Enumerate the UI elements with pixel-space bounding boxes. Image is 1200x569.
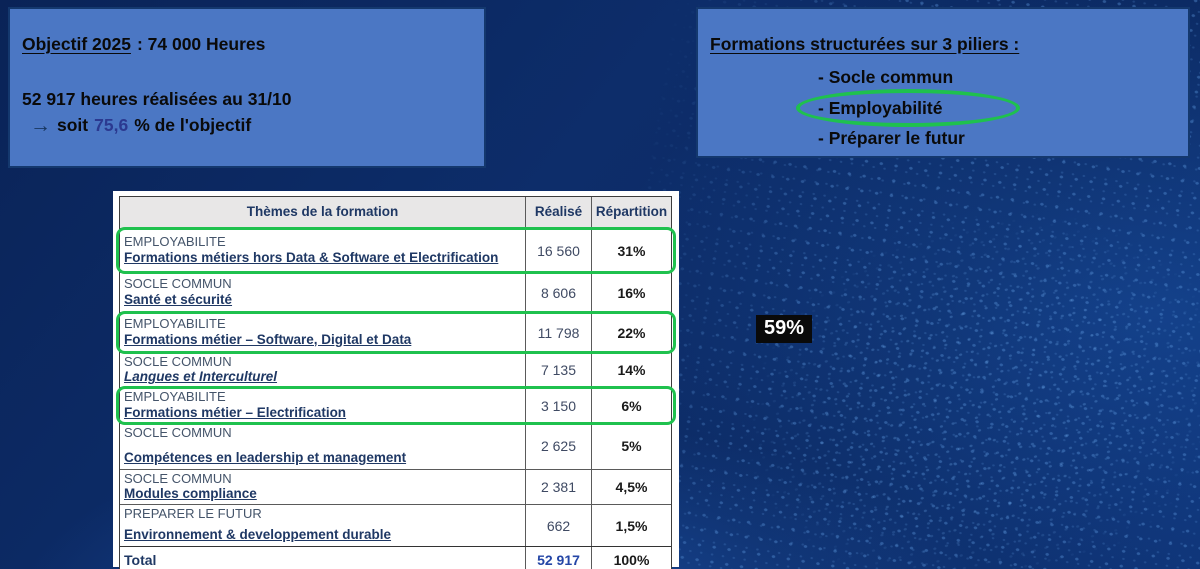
- row-label: Compétences en leadership et management: [124, 449, 407, 465]
- row-label: Formations métier – Electrification: [124, 404, 347, 420]
- percentage-badge: 59%: [756, 315, 813, 343]
- realise-cell: 7 135: [525, 353, 591, 388]
- row-category: SOCLE COMMUN: [124, 424, 232, 440]
- row-category: SOCLE COMMUN: [124, 354, 232, 369]
- header-realise: Réalisé: [525, 197, 591, 228]
- repartition-cell: 22%: [591, 313, 671, 352]
- header-themes: Thèmes de la formation: [246, 204, 399, 220]
- training-table-panel: Thèmes de la formation Réalisé Répartiti…: [113, 191, 679, 569]
- table-header-row: Thèmes de la formation Réalisé Répartiti…: [120, 197, 671, 228]
- pillar-item-employabilite: - Employabilité: [796, 88, 1174, 127]
- row-label: Formations métier – Software, Digital et…: [124, 331, 412, 347]
- arrow-right-icon: →: [30, 114, 51, 137]
- row-category: PREPARER LE FUTUR: [124, 506, 262, 522]
- realise-cell: 2 625: [525, 423, 591, 469]
- training-table: Thèmes de la formation Réalisé Répartiti…: [116, 196, 676, 569]
- row-label: Formations métiers hors Data & Software …: [124, 249, 499, 265]
- table-row: SOCLE COMMUN Compétences en leadership e…: [120, 422, 671, 469]
- realise-cell: 11 798: [525, 313, 591, 352]
- table-total-row: Total 52 917 100%: [120, 546, 671, 569]
- header-repartition: Répartition: [591, 197, 671, 228]
- row-label: Environnement & developpement durable: [124, 527, 392, 543]
- pillar-item-socle-commun: - Socle commun: [818, 67, 954, 87]
- table-row: PREPARER LE FUTUR Environnement & develo…: [120, 504, 671, 547]
- theme-cell: EMPLOYABILITE Formations métier – Electr…: [120, 388, 525, 422]
- realise-cell: 662: [525, 505, 591, 547]
- realise-cell: 16 560: [525, 229, 591, 272]
- realized-hours-line: 52 917 heures réalisées au 31/10: [22, 89, 292, 109]
- pillar-item-employabilite-label: - Employabilité: [818, 97, 943, 118]
- row-category: EMPLOYABILITE: [124, 389, 226, 405]
- theme-cell: SOCLE COMMUN Modules compliance: [120, 470, 525, 504]
- repartition-cell: 6%: [591, 388, 671, 423]
- row-label: Langues et Interculturel: [124, 369, 278, 385]
- percent-suffix: % de l'objectif: [134, 115, 252, 135]
- table-row: EMPLOYABILITE Formations métier – Electr…: [116, 386, 676, 426]
- percent-prefix: soit: [57, 115, 89, 135]
- pillars-title: Formations structurées sur 3 piliers :: [710, 34, 1020, 54]
- row-category: EMPLOYABILITE: [124, 234, 226, 250]
- table-row: SOCLE COMMUN Langues et Interculturel 7 …: [120, 352, 671, 388]
- row-category: EMPLOYABILITE: [124, 316, 226, 332]
- repartition-cell: 14%: [591, 353, 671, 388]
- repartition-cell: 1,5%: [591, 505, 671, 547]
- row-label: Modules compliance: [124, 486, 257, 502]
- theme-cell: SOCLE COMMUN Compétences en leadership e…: [120, 424, 525, 469]
- table-row: SOCLE COMMUN Santé et sécurité 8 606 16%: [120, 272, 671, 312]
- objective-title: Objectif 2025: [22, 34, 131, 54]
- total-repartition: 100%: [591, 547, 671, 569]
- repartition-cell: 16%: [591, 273, 671, 312]
- percent-achieved-value: 75,6: [94, 115, 129, 135]
- repartition-cell: 5%: [591, 423, 671, 469]
- objective-percent-line: → soit 75,6 % de l'objectif: [22, 115, 470, 136]
- realise-cell: 8 606: [525, 273, 591, 312]
- pillars-list: - Socle commun - Employabilité - Prépare…: [710, 62, 1174, 154]
- total-label: Total: [124, 551, 157, 568]
- theme-cell: SOCLE COMMUN Langues et Interculturel: [120, 353, 525, 387]
- realise-cell: 3 150: [525, 388, 591, 423]
- row-category: SOCLE COMMUN: [124, 470, 232, 486]
- row-label: Santé et sécurité: [124, 291, 233, 307]
- objective-target-hours: : 74 000 Heures: [136, 34, 266, 54]
- total-realise: 52 917: [525, 547, 591, 569]
- row-category: SOCLE COMMUN: [124, 276, 232, 292]
- theme-cell: PREPARER LE FUTUR Environnement & develo…: [120, 505, 525, 546]
- table-row: SOCLE COMMUN Modules compliance 2 381 4,…: [120, 468, 671, 505]
- pillars-box: Formations structurées sur 3 piliers : -…: [696, 7, 1190, 158]
- table-row: EMPLOYABILITE Formations métiers hors Da…: [116, 227, 676, 274]
- theme-cell: SOCLE COMMUN Santé et sécurité: [120, 273, 525, 312]
- repartition-cell: 31%: [591, 229, 671, 272]
- theme-cell: EMPLOYABILITE Formations métiers hors Da…: [120, 229, 525, 272]
- realise-cell: 2 381: [525, 469, 591, 505]
- repartition-cell: 4,5%: [591, 469, 671, 505]
- theme-cell: EMPLOYABILITE Formations métier – Softwa…: [120, 313, 525, 352]
- pillar-item-preparer-le-futur: - Préparer le futur: [818, 128, 965, 148]
- table-row: EMPLOYABILITE Formations métier – Softwa…: [116, 311, 676, 354]
- objective-title-line: Objectif 2025 : 74 000 Heures: [22, 34, 470, 55]
- objective-box: Objectif 2025 : 74 000 Heures 52 917 heu…: [8, 7, 486, 168]
